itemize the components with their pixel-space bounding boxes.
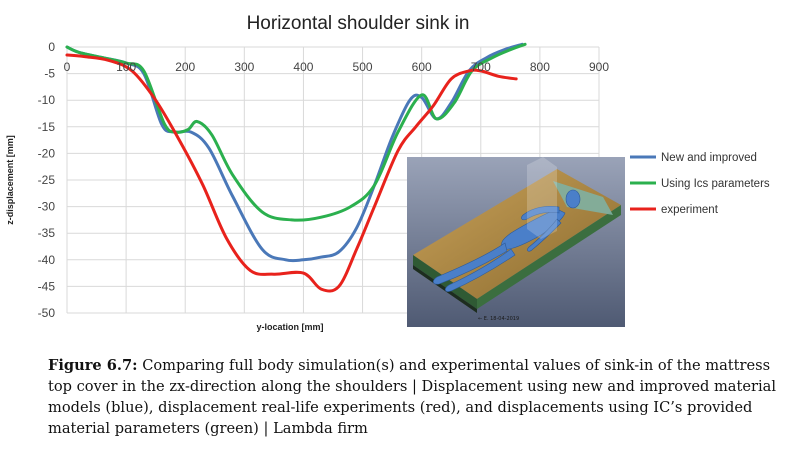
y-tick-label: -20 [38, 146, 56, 160]
y-tick-label: -25 [38, 173, 56, 187]
legend-label: New and improved [661, 152, 757, 164]
y-tick-label: -50 [38, 306, 56, 320]
y-axis-label: z-displacement [mm] [5, 135, 15, 225]
y-tick-label: -5 [44, 67, 55, 81]
x-tick-label: 500 [353, 60, 373, 74]
x-axis-label: y-location [mm] [256, 322, 323, 332]
y-tick-label: -40 [38, 253, 56, 267]
series-lines [65, 42, 527, 293]
x-tick-label: 400 [293, 60, 313, 74]
legend-label: experiment [661, 204, 719, 216]
y-tick-label: -15 [38, 120, 56, 134]
legend-label: Using Ics parameters [661, 178, 770, 190]
x-tick-label: 100 [116, 60, 136, 74]
y-tick-label: -45 [38, 279, 56, 293]
y-tick-label: -10 [38, 93, 56, 107]
x-tick-label: 300 [234, 60, 254, 74]
x-tick-label: 600 [412, 60, 432, 74]
y-tick-label: -35 [38, 226, 56, 240]
chart-title: Horizontal shoulder sink in [247, 13, 470, 34]
x-tick-label: 900 [589, 60, 609, 74]
x-tick-label: 800 [530, 60, 550, 74]
figure-caption: Figure 6.7: Comparing full body simulati… [48, 355, 778, 439]
figure-number: Figure 6.7: [48, 357, 138, 374]
x-tick-label: 0 [64, 60, 71, 74]
inset-caption: ← E. 18-04-2019 [478, 316, 520, 322]
series-line-1 [65, 42, 527, 222]
x-tick-label: 200 [175, 60, 195, 74]
tick-labels: 0 -5 -10 -15 -20 -25 -30 -35 -40 -45 -50 0 100 200 300… [38, 40, 610, 320]
mattress-simulation-image [407, 157, 625, 327]
y-tick-label: 0 [48, 40, 55, 54]
legend: New and improved Using Ics parameters expe… [630, 152, 770, 216]
x-tick-label: 700 [471, 60, 491, 74]
caption-body: Comparing full body simulation(s) and ex… [48, 357, 776, 437]
series-line-2 [65, 53, 518, 293]
y-tick-label: -30 [38, 200, 56, 214]
